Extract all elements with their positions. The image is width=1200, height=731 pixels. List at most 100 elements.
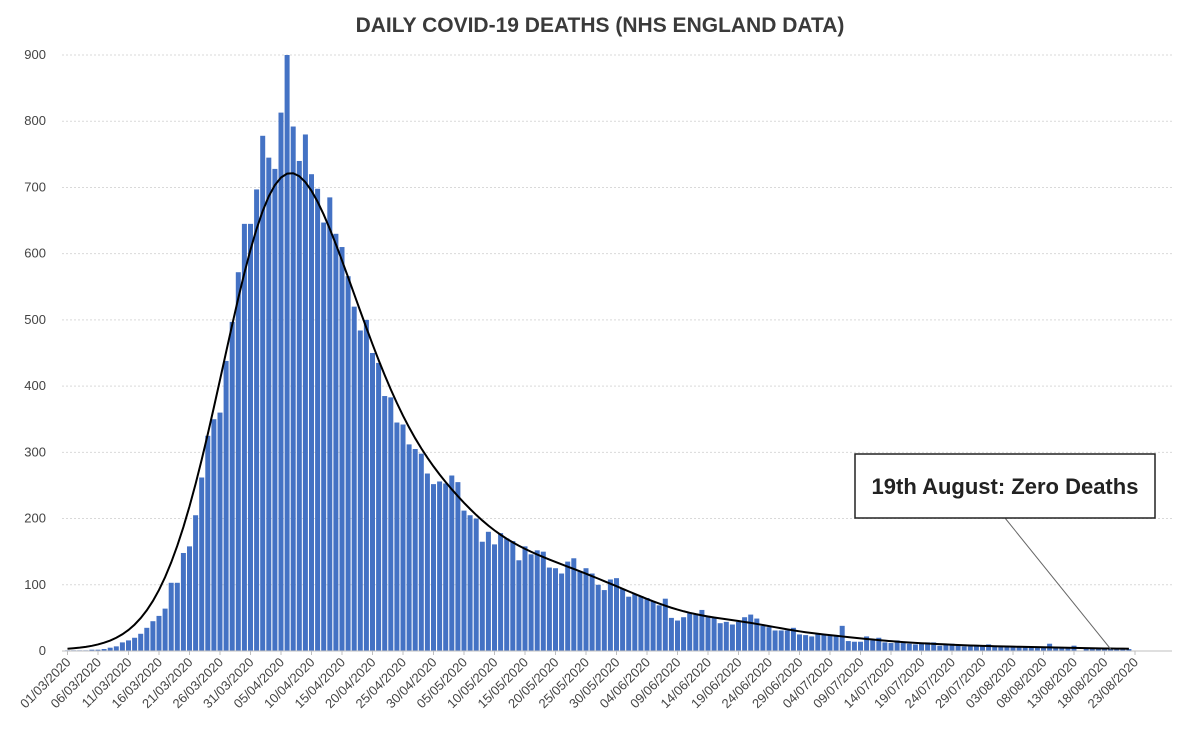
bar [693, 614, 699, 651]
bar [473, 518, 479, 651]
bar [864, 636, 870, 651]
bar [931, 642, 937, 651]
bar [89, 649, 95, 651]
bar [424, 473, 430, 651]
bar [138, 633, 144, 651]
bar [601, 590, 607, 651]
bar [467, 515, 473, 651]
bar [742, 617, 748, 651]
bar [833, 635, 839, 651]
bar [992, 647, 998, 651]
bar [492, 544, 497, 651]
bar [717, 623, 723, 651]
bar [894, 640, 900, 651]
bar [205, 435, 211, 651]
bar [229, 321, 235, 651]
bar [1010, 646, 1016, 651]
bar [961, 646, 967, 651]
bar [955, 645, 961, 651]
bar [199, 477, 205, 651]
bar [510, 541, 516, 651]
bar [571, 558, 577, 651]
y-tick-label: 0 [39, 643, 46, 658]
bar [632, 594, 638, 651]
bar [1102, 649, 1107, 651]
bar [967, 646, 973, 651]
bar [1059, 648, 1065, 651]
bar [223, 360, 229, 651]
bar [681, 617, 687, 651]
bar [193, 515, 199, 651]
bar [1041, 647, 1046, 651]
bar [614, 578, 619, 651]
bar [620, 588, 626, 651]
y-tick-label: 500 [24, 312, 46, 327]
bar [345, 276, 351, 651]
bar [565, 561, 571, 651]
bar [394, 422, 400, 651]
bar [260, 135, 266, 652]
y-axis-ticks: 0 100 200 300 400 500 600 700 800 900 [24, 47, 46, 658]
bar [388, 397, 394, 651]
bar [607, 579, 613, 651]
bar [656, 605, 662, 651]
bar [559, 573, 565, 651]
bar [687, 613, 693, 651]
bar [418, 453, 424, 651]
annotation-box [854, 453, 1156, 519]
bar [589, 573, 595, 651]
bar [400, 424, 406, 651]
bar [406, 444, 412, 651]
bar [437, 481, 443, 651]
bar [906, 643, 912, 651]
bar [498, 533, 504, 651]
bar [1053, 647, 1059, 651]
bar [821, 634, 827, 651]
bar [858, 641, 863, 651]
trend-line [67, 172, 1129, 650]
bar [156, 615, 162, 651]
bar [851, 641, 857, 651]
bar [187, 546, 192, 651]
bar [333, 233, 339, 652]
bar [126, 640, 131, 651]
bar [1114, 649, 1120, 651]
bar [315, 188, 321, 651]
bar [595, 584, 601, 651]
bar [357, 330, 363, 651]
bar [827, 635, 833, 651]
annotation: 19th August: Zero Deaths [854, 453, 1156, 650]
bar [272, 168, 278, 651]
bar [803, 635, 809, 651]
bar [1022, 647, 1028, 651]
bar [900, 643, 906, 651]
bar [766, 627, 772, 651]
bar [211, 419, 217, 651]
bar [290, 126, 296, 651]
bar [144, 627, 150, 651]
bar [1065, 648, 1071, 651]
bar [760, 625, 766, 651]
bar [132, 637, 138, 651]
bar [675, 620, 680, 651]
bar [839, 625, 845, 651]
bar [296, 160, 302, 651]
bar [1004, 647, 1010, 651]
bar [254, 189, 260, 651]
bar [101, 649, 107, 651]
bar [809, 636, 815, 651]
bar [363, 319, 369, 651]
bar [162, 608, 168, 651]
bar [662, 598, 668, 651]
bar [980, 645, 985, 651]
bar [309, 174, 314, 651]
bar [949, 643, 955, 651]
bar [284, 55, 290, 651]
bar [919, 643, 924, 651]
bar [376, 362, 382, 651]
bar [626, 596, 632, 651]
annotation-text: 19th August: Zero Deaths [872, 474, 1139, 499]
bar [790, 627, 796, 651]
bar [723, 621, 729, 651]
bar [351, 306, 357, 651]
